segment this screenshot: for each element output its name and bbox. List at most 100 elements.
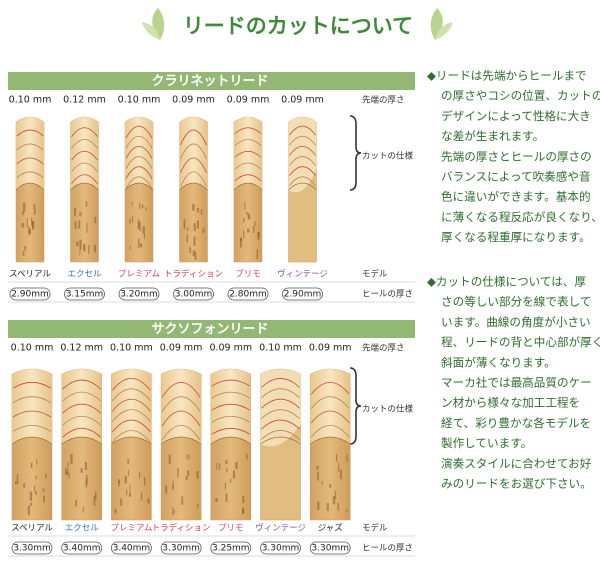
heel-label: ヒールの厚さ — [362, 544, 413, 554]
reed-vamp — [310, 369, 351, 444]
cut-line — [161, 396, 201, 412]
heel-thickness: 3.40mm — [113, 544, 151, 554]
bark-speck — [21, 211, 24, 216]
bark-speck — [93, 244, 97, 253]
vamp-edge — [288, 182, 317, 191]
reed — [179, 116, 208, 263]
bark-speck — [128, 493, 132, 497]
bark-speck — [243, 230, 245, 239]
bark-speck — [139, 221, 141, 232]
cut-line — [289, 166, 316, 176]
vamp-edge — [11, 436, 53, 445]
heel-pill — [282, 287, 323, 301]
description-line: みのリードをお選び下さい。 — [441, 477, 592, 491]
reed-vamp — [61, 369, 102, 444]
bark-speck — [29, 229, 31, 234]
cut-line — [211, 415, 251, 423]
model-name: プリモ — [235, 270, 261, 280]
bark-speck — [129, 484, 131, 494]
cut-line — [261, 419, 300, 430]
bark-speck — [68, 472, 70, 479]
bark-speck — [244, 201, 246, 210]
cut-line — [234, 127, 262, 135]
model-name: プリモ — [218, 524, 244, 534]
vamp-edge — [210, 436, 252, 445]
cut-label: カットの仕様 — [362, 151, 414, 162]
bark-speck — [193, 223, 196, 232]
bark-speck — [131, 201, 133, 206]
heel-pill — [227, 287, 269, 301]
bark-speck — [16, 473, 19, 484]
bark-speck — [36, 459, 38, 465]
bark-speck — [215, 498, 218, 502]
bark-speck — [181, 496, 184, 505]
bark-speck — [118, 481, 120, 487]
cut-line — [289, 176, 316, 187]
bark-speck — [242, 507, 244, 514]
heel-pill — [210, 541, 252, 555]
bark-speck — [33, 485, 36, 492]
bark-speck — [224, 482, 227, 490]
bark-speck — [42, 488, 45, 492]
cut-line — [112, 398, 151, 412]
bark-speck — [114, 508, 117, 514]
model-name: エクセル — [67, 270, 102, 280]
vamp-edge — [111, 436, 152, 445]
bark-speck — [197, 504, 199, 509]
bark-speck — [258, 231, 260, 238]
bark-speck — [78, 220, 81, 229]
bark-speck — [192, 250, 195, 257]
bark-speck — [138, 202, 141, 210]
model-name: プレミアム — [110, 524, 152, 534]
bark-speck — [30, 502, 32, 506]
reed-vamp — [125, 117, 153, 190]
bark-speck — [243, 218, 245, 223]
bark-speck — [172, 507, 174, 516]
bark-speck — [45, 473, 47, 478]
bark-speck — [225, 459, 228, 465]
bark-speck — [30, 462, 33, 468]
model-name: スペリアル — [11, 524, 53, 534]
bark-speck — [21, 223, 25, 228]
vamp-edge — [160, 436, 202, 445]
tip-thickness: 0.10 mm — [11, 343, 54, 354]
bark-speck — [33, 203, 36, 209]
cut-line — [12, 424, 52, 432]
reed — [160, 368, 202, 521]
section-title: クラリネットリード — [151, 74, 268, 89]
bark-speck — [186, 234, 188, 243]
bark-speck — [139, 243, 143, 248]
cut-line — [261, 378, 300, 388]
bark-speck — [326, 502, 329, 511]
cut-line — [12, 410, 52, 418]
bark-speck — [94, 491, 97, 500]
bark-speck — [317, 471, 319, 481]
bark-speck — [245, 211, 248, 215]
bark-speck — [83, 245, 86, 252]
cut-line — [234, 174, 262, 182]
cut-line — [289, 125, 316, 136]
tip-thickness: 0.10 mm — [118, 95, 161, 106]
bark-speck — [127, 469, 129, 477]
description-line: 演奏スタイルに合わせてお好 — [441, 456, 592, 470]
heel-pill — [64, 287, 105, 301]
bark-speck — [33, 208, 36, 215]
bark-speck — [137, 238, 140, 248]
cut-line — [16, 143, 44, 151]
heel-pill — [9, 287, 51, 301]
tip-thickness: 0.09 mm — [281, 95, 324, 106]
bark-speck — [139, 471, 141, 479]
bark-speck — [346, 509, 348, 513]
cut-line — [310, 410, 350, 424]
description-line: 先端の厚さとヒールの厚さの — [441, 149, 592, 163]
reed-vamp — [70, 117, 99, 190]
cut-line — [125, 176, 153, 190]
heel-thickness: 2.80mm — [229, 290, 267, 300]
description-line: デザインによって性格に大き — [441, 109, 591, 123]
bark-speck — [189, 247, 192, 253]
heel-pill — [61, 541, 103, 555]
bark-speck — [43, 495, 45, 503]
heel-thickness: 3.00mm — [175, 290, 213, 300]
